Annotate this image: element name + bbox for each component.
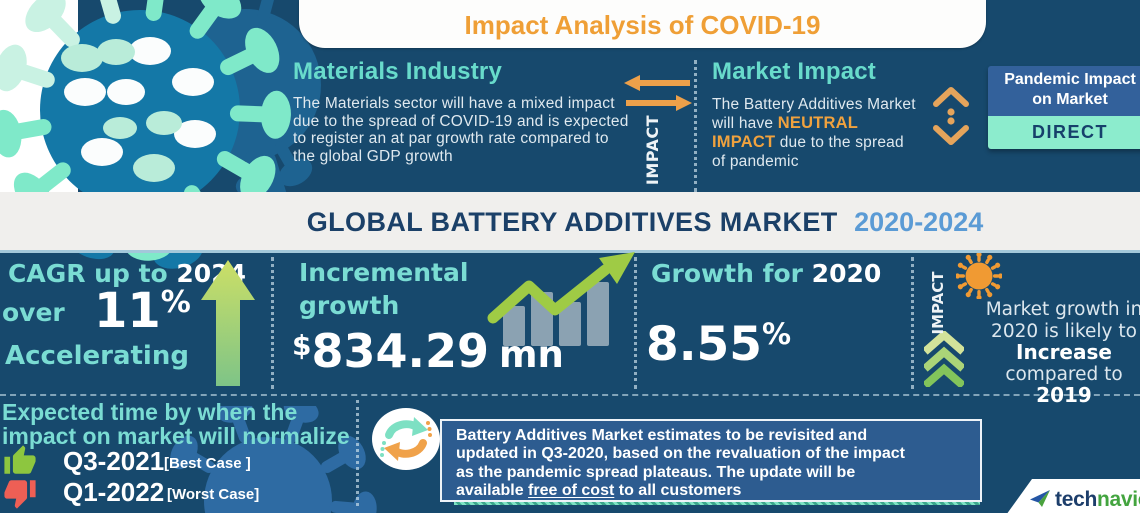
update-note-box: Battery Additives Market estimates to be…	[440, 419, 982, 502]
banner-title: Impact Analysis of COVID-19	[464, 10, 821, 40]
incremental-label-line1: Incremental	[299, 258, 469, 287]
divider-horizontal-dashed	[0, 394, 1140, 396]
worst-case-quarter: Q1-2022	[63, 477, 165, 507]
pandemic-impact-title: Pandemic Impact on Market	[988, 66, 1140, 116]
cagr-trend: Accelerating	[5, 341, 189, 371]
note-line1: Battery Additives Market estimates to be…	[456, 427, 868, 444]
worst-case-label: [Worst Case]	[167, 486, 260, 503]
neutral-impact-highlight: NEUTRAL IMPACT	[712, 114, 858, 151]
normalize-heading-line2: impact on market will normalize	[2, 423, 350, 449]
market-years: 2020-2024	[854, 207, 984, 237]
free-of-cost-underline: free of cost	[528, 481, 615, 499]
section-materials-industry: Materials Industry The Materials sector …	[293, 58, 631, 165]
best-case-quarter: Q3-2021	[63, 446, 165, 476]
logo-wedge: technavio	[996, 479, 1140, 529]
technavio-logo: technavio	[1028, 488, 1140, 512]
growth-label: Growth for 2020	[651, 259, 882, 288]
note-line2: updated in Q3-2020, based on the revalua…	[456, 445, 905, 463]
impact-note-line1: Market growth in	[985, 299, 1140, 320]
materials-body: The Materials sector will have a mixed i…	[293, 95, 629, 165]
logo-text-tech: tech	[1055, 488, 1097, 511]
thumbs-up-icon	[4, 445, 36, 474]
normalize-heading-line1: Expected time by when the	[2, 399, 298, 425]
impact-note-year: 2019	[1036, 383, 1092, 407]
virus-body	[0, 0, 292, 274]
divider-bottom-vertical	[356, 400, 359, 506]
divider-stats-1	[271, 257, 274, 389]
triple-chevron-up-icon	[924, 331, 964, 387]
impact-vertical-label-materials: IMPACT	[643, 114, 662, 186]
note-line3: as the pandemic spread plateaus. The upd…	[456, 463, 856, 481]
materials-heading: Materials Industry	[293, 58, 502, 85]
impact-note-line4: compared to	[1005, 363, 1123, 385]
market-impact-body: The Battery Additives Market will have N…	[712, 96, 916, 170]
impact-note-increase: Increase	[1016, 340, 1112, 364]
impact-note-text: Market growth in 2020 is likely to Incre…	[958, 299, 1140, 407]
cagr-label: CAGR up to 2024	[8, 259, 246, 288]
growth-value: 8.55%	[646, 317, 792, 372]
incremental-value: $834.29 mn	[292, 324, 564, 378]
section-market-impact: Market Impact The Battery Additives Mark…	[712, 58, 918, 171]
market-title-band: GLOBAL BATTERY ADDITIVES MARKET 2020-202…	[0, 192, 1140, 253]
incremental-label-line2: growth	[299, 291, 400, 320]
divider-stats-3	[911, 257, 914, 389]
bottom-white-strip	[0, 513, 1140, 529]
divider-stats-2	[634, 257, 637, 389]
refresh-arrows-icon	[372, 408, 440, 470]
banner-impact-analysis: Impact Analysis of COVID-19	[299, 0, 986, 48]
pandemic-impact-value: DIRECT	[988, 116, 1140, 149]
market-title: GLOBAL BATTERY ADDITIVES MARKET	[306, 207, 838, 237]
best-case-label: [Best Case ]	[164, 455, 251, 472]
thumbs-down-icon	[4, 480, 36, 509]
divider-top-vertical	[694, 60, 697, 192]
cagr-value: 11%	[94, 283, 191, 339]
impact-note-line2: 2020 is likely to	[991, 320, 1137, 342]
cagr-up-arrow-icon	[201, 260, 255, 386]
technavio-arrow-icon	[1030, 490, 1050, 507]
growth-chart-icon	[487, 252, 635, 346]
neutral-impact-icon	[933, 87, 969, 145]
cagr-over: over	[2, 298, 65, 327]
note-line4: available free of cost to all customers	[456, 481, 742, 499]
pandemic-impact-box: Pandemic Impact on Market DIRECT	[988, 66, 1140, 149]
impact-vertical-label-right: IMPACT	[929, 271, 947, 335]
market-impact-heading: Market Impact	[712, 58, 876, 85]
logo-text-navio: navio	[1096, 488, 1140, 511]
impact-exchange-arrows-icon	[624, 75, 692, 111]
virus-sun-icon	[956, 253, 1002, 299]
coronavirus-illustration	[0, 0, 321, 274]
virus-silhouette-bottom	[164, 406, 379, 514]
